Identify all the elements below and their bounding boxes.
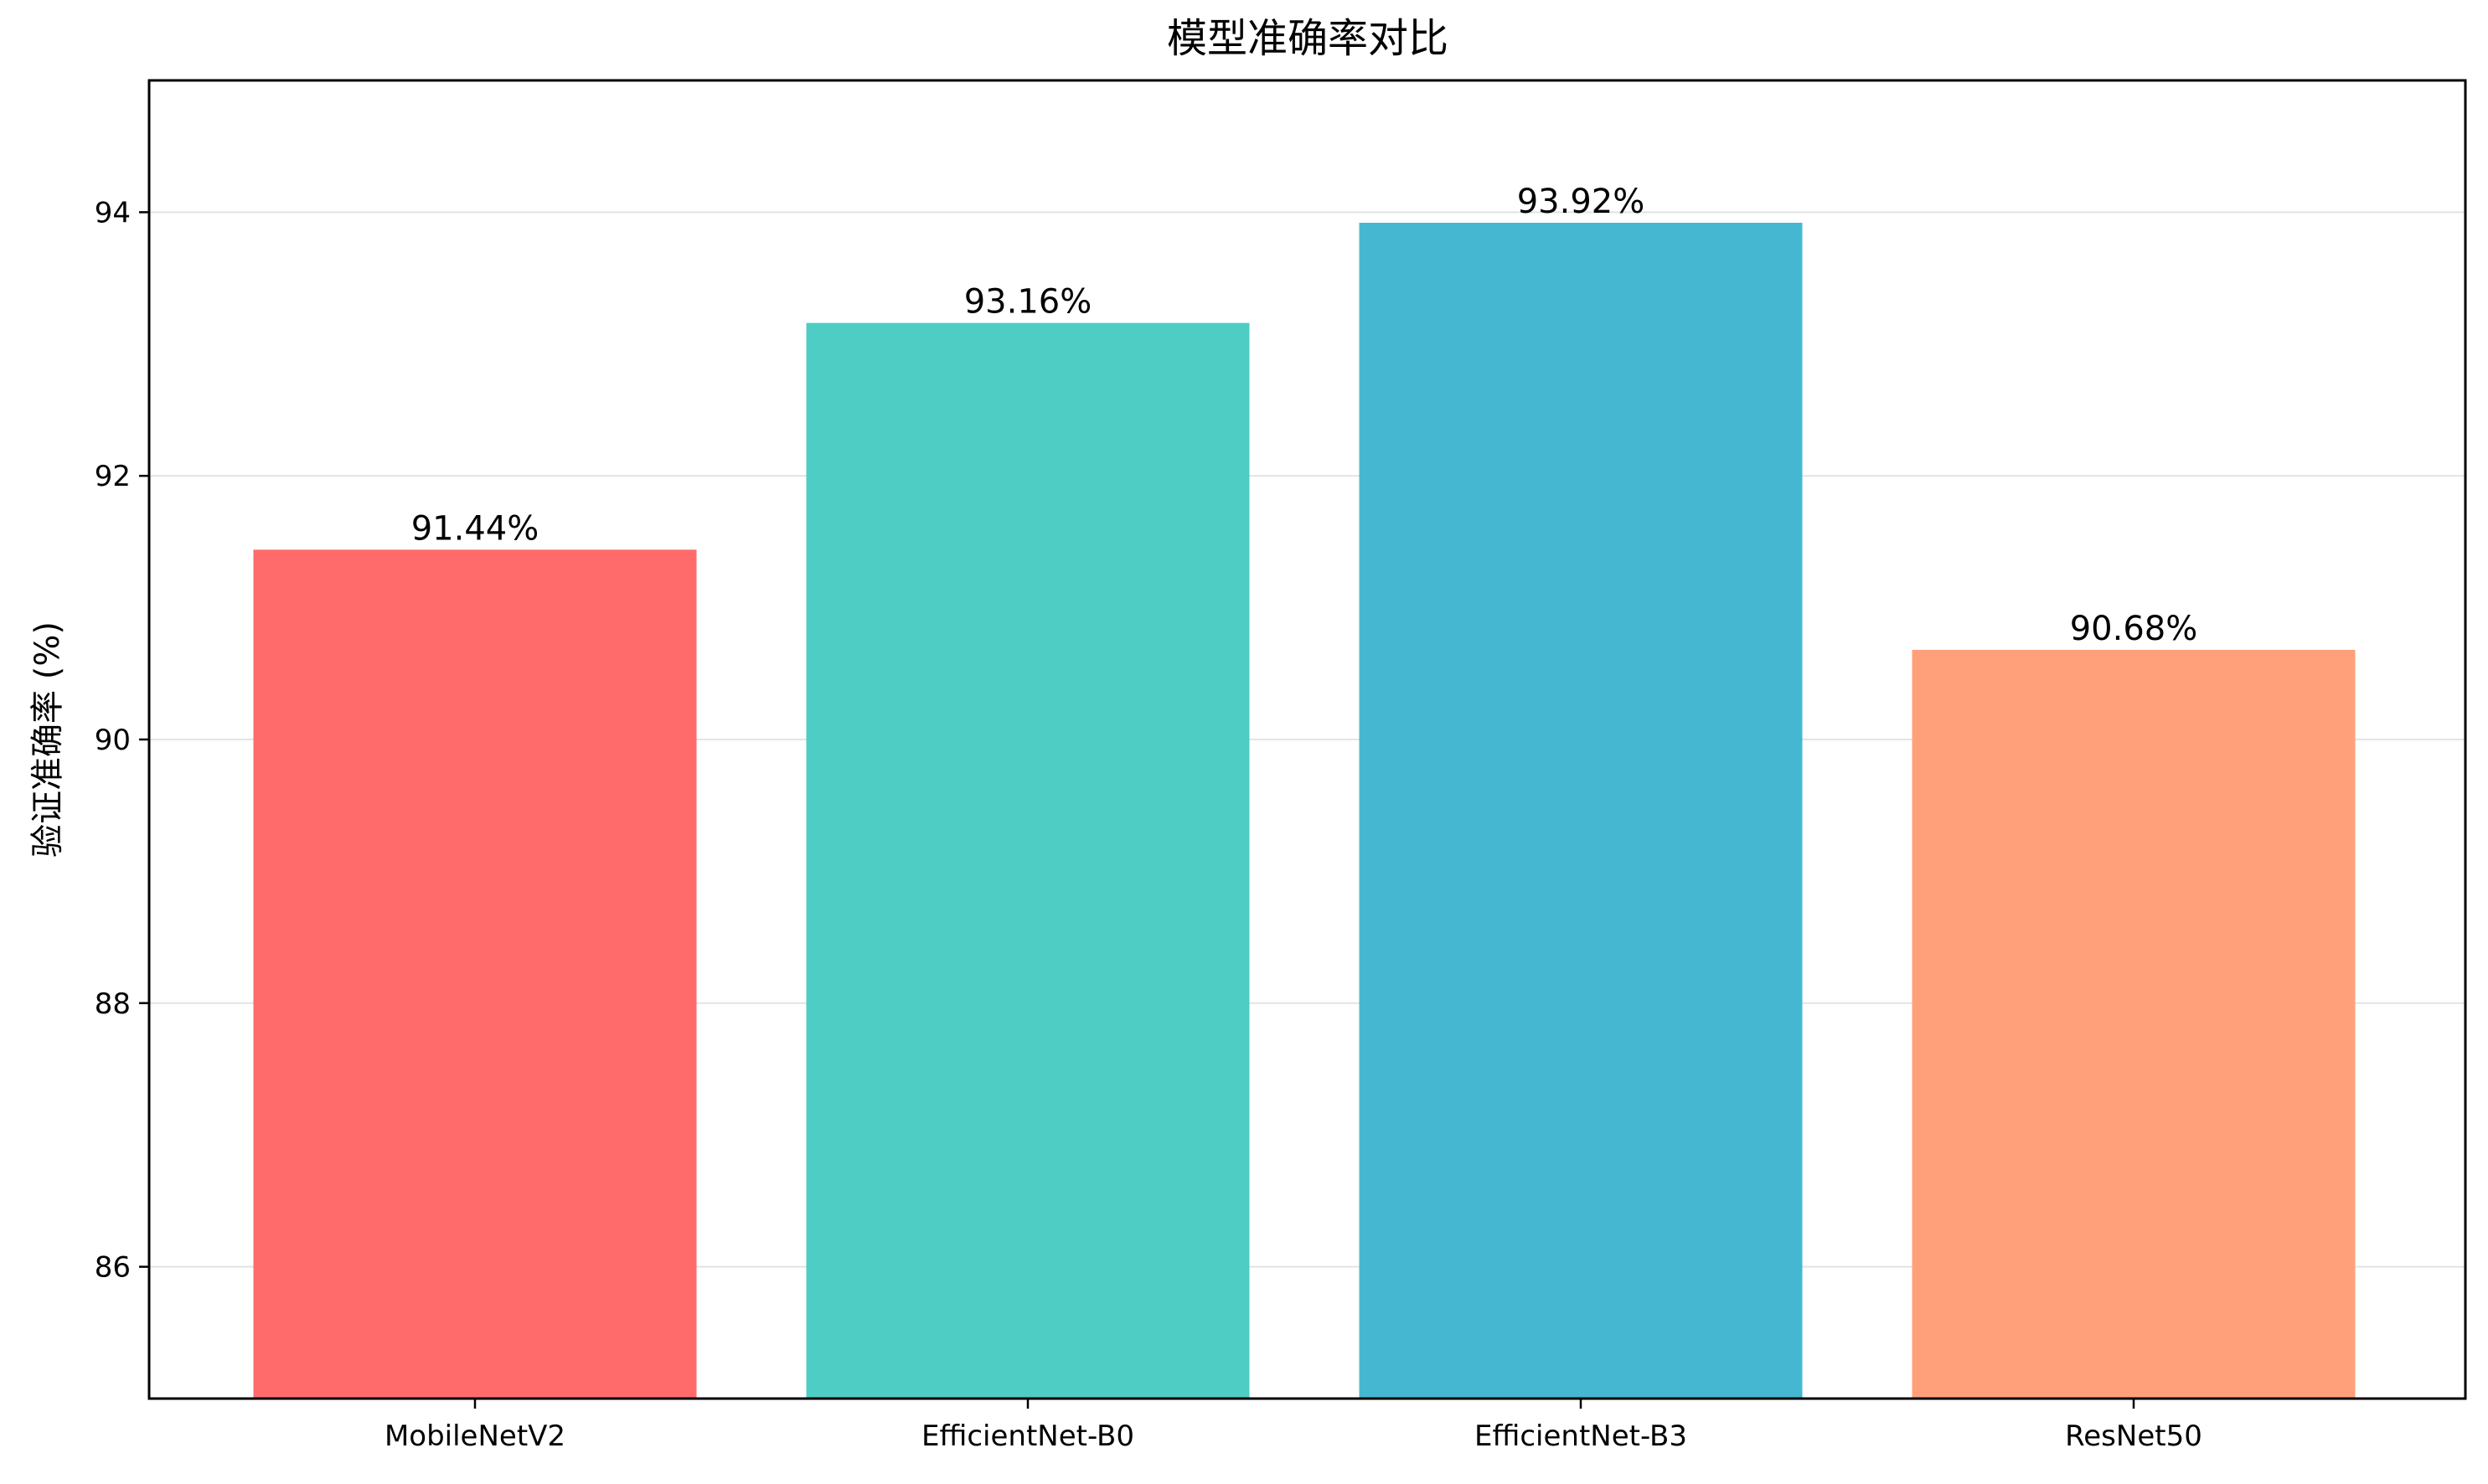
x-axis: MobileNetV2 EfficientNet-B0 EfficientNet-B… <box>385 1399 2202 1453</box>
x-tick-label: MobileNetV2 <box>385 1420 565 1453</box>
bars <box>253 222 2356 1399</box>
bar-efficientnet-b0 <box>806 322 1250 1399</box>
y-tick-label: 88 <box>95 987 131 1021</box>
y-axis-title: 验证准确率 (%) <box>28 621 67 858</box>
value-label: 93.92% <box>1517 183 1645 221</box>
x-tick-label: EfficientNet-B3 <box>1474 1420 1687 1453</box>
y-tick-label: 86 <box>95 1251 131 1285</box>
bar-resnet50 <box>1912 649 2356 1399</box>
bar-mobilenetv2 <box>253 549 697 1399</box>
x-tick-label: EfficientNet-B0 <box>921 1420 1134 1453</box>
value-label: 93.16% <box>964 283 1092 322</box>
y-axis: 86 88 90 92 94 <box>95 196 149 1285</box>
value-label: 91.44% <box>411 509 539 548</box>
value-labels: 91.44% 93.16% 93.92% 90.68% <box>411 183 2198 648</box>
y-tick-label: 92 <box>95 460 131 493</box>
y-tick-label: 94 <box>95 196 131 229</box>
bar-efficientnet-b3 <box>1359 222 1803 1399</box>
x-tick-label: ResNet50 <box>2065 1420 2202 1453</box>
chart-title: 模型准确率对比 <box>1167 15 1448 62</box>
value-label: 90.68% <box>2070 610 2198 648</box>
y-tick-label: 90 <box>95 724 131 757</box>
